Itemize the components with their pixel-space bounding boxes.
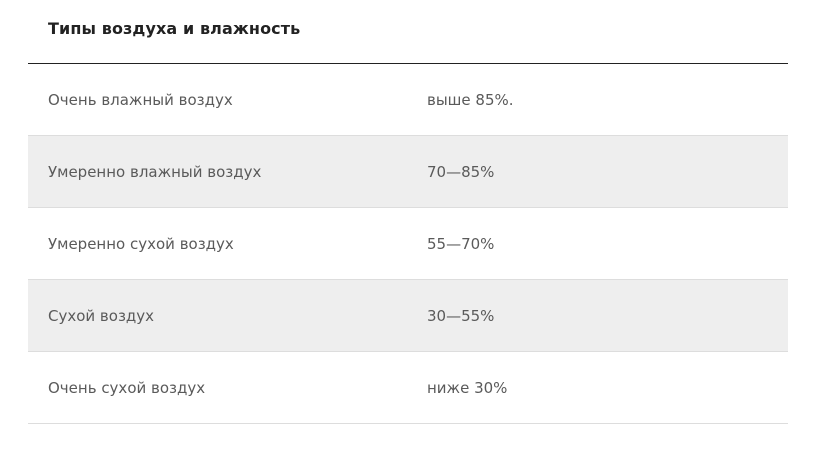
air-type-cell: Умеренно влажный воздух	[48, 163, 262, 181]
humidity-cell: 30—55%	[427, 307, 495, 325]
table-row: Умеренно влажный воздух 70—85%	[28, 136, 788, 208]
humidity-cell: выше 85%.	[427, 91, 514, 109]
table-title: Типы воздуха и влажность	[48, 19, 301, 38]
humidity-cell: ниже 30%	[427, 379, 508, 397]
humidity-table: Типы воздуха и влажность Очень влажный в…	[28, 0, 788, 424]
air-type-cell: Сухой воздух	[48, 307, 155, 325]
table-row: Умеренно сухой воздух 55—70%	[28, 208, 788, 280]
table-header: Типы воздуха и влажность	[28, 0, 788, 64]
air-type-cell: Очень сухой воздух	[48, 379, 206, 397]
air-type-cell: Умеренно сухой воздух	[48, 235, 234, 253]
air-type-cell: Очень влажный воздух	[48, 91, 233, 109]
table-row: Сухой воздух 30—55%	[28, 280, 788, 352]
table-row: Очень сухой воздух ниже 30%	[28, 352, 788, 424]
table-row: Очень влажный воздух выше 85%.	[28, 64, 788, 136]
humidity-cell: 70—85%	[427, 163, 495, 181]
humidity-cell: 55—70%	[427, 235, 495, 253]
